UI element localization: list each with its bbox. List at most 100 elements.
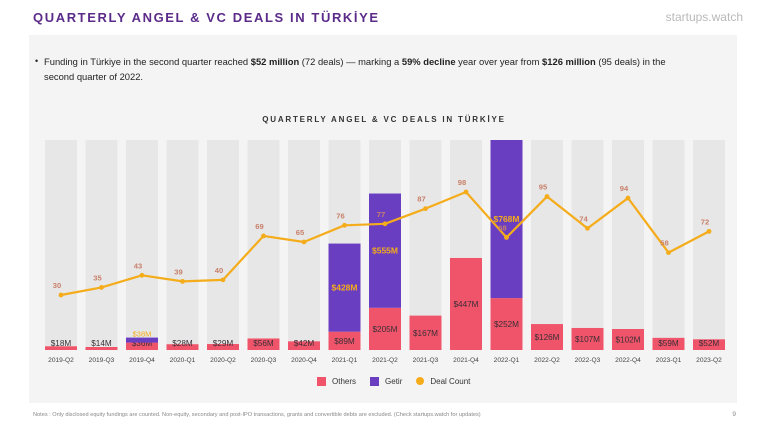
deal-count-label: 30: [53, 281, 61, 290]
deal-count-label: 39: [174, 267, 182, 276]
deal-count-point: [625, 195, 631, 201]
bar-getir: [328, 243, 361, 332]
deal-count-point: [382, 221, 388, 227]
deal-count-label: 69: [255, 222, 263, 231]
legend-dot-deal-count: [416, 377, 425, 385]
x-tick-label: 2019-Q2: [48, 357, 74, 364]
deal-count-point: [301, 239, 307, 245]
deal-count-point: [58, 292, 64, 298]
x-tick-label: 2021-Q4: [453, 357, 479, 364]
legend-item-others: Others: [317, 376, 356, 386]
chart-legend: Others Getir Deal Count: [317, 375, 484, 387]
bar-label-others: $447M: [453, 300, 478, 309]
bar-others: [652, 337, 685, 350]
bar-getir: [126, 337, 158, 343]
bar-others: [409, 315, 442, 350]
deal-count-label: 98: [458, 178, 466, 187]
legend-item-getir: Getir: [370, 376, 403, 386]
bar-label-others: $252M: [494, 320, 519, 329]
bar-others: [369, 307, 401, 350]
bar-label-others: $107M: [575, 335, 600, 344]
x-tick-label: 2022-Q4: [615, 357, 641, 364]
summary-part-1: Funding in Türkiye in the second quarter…: [44, 56, 251, 67]
deal-count-label: 68: [498, 223, 506, 232]
legend-item-deal-count: Deal Count: [416, 377, 470, 386]
x-tick-label: 2023-Q2: [696, 357, 722, 364]
page-title: QUARTERLY ANGEL & VC DEALS IN TÜRKİYE: [33, 10, 380, 25]
bar-others: [207, 344, 239, 350]
x-tick-label: 2020-Q1: [170, 357, 196, 364]
deal-count-point: [423, 206, 428, 212]
bar-background: [531, 140, 563, 350]
deal-count-point: [544, 194, 550, 199]
legend-label-deal-count: Deal Count: [430, 376, 471, 386]
deal-count-label: 72: [701, 217, 709, 226]
deal-count-label: 58: [660, 239, 668, 248]
legend-label-getir: Getir: [385, 376, 403, 386]
deal-count-point: [139, 272, 145, 278]
bar-extra-label: $38M: [133, 330, 152, 339]
bar-label-getir: $768M: [494, 214, 520, 224]
deal-count-point: [666, 250, 671, 255]
bar-others: [247, 338, 280, 350]
summary-part-2: (72 deals) — marking a: [299, 56, 402, 67]
summary-part-4: (95 deals) in the second quarter of 2022…: [44, 56, 666, 82]
bar-others: [166, 344, 199, 350]
x-tick-label: 2020-Q4: [291, 357, 317, 364]
bar-others: [126, 342, 158, 350]
deal-count-label: 76: [336, 211, 344, 220]
bar-label-others: $14M: [91, 339, 112, 348]
deal-count-point: [220, 277, 226, 283]
deal-count-label: 74: [579, 214, 588, 223]
bar-label-others: $102M: [615, 336, 640, 345]
bar-getir: [490, 140, 523, 299]
x-tick-label: 2023-Q1: [656, 357, 682, 364]
bar-label-others: $18M: [51, 339, 72, 348]
bar-background: [85, 140, 118, 350]
deal-count-label: 95: [539, 183, 548, 192]
bar-others: [328, 331, 361, 350]
summary-text: • Funding in Türkiye in the second quart…: [35, 54, 674, 84]
bar-background: [409, 140, 442, 350]
x-tick-label: 2022-Q1: [494, 357, 520, 364]
deal-count-point: [463, 189, 469, 195]
bar-background: [693, 140, 725, 350]
x-tick-label: 2022-Q2: [534, 357, 560, 364]
summary-part-3: year over year from: [455, 56, 543, 67]
bar-label-others: $126M: [534, 333, 559, 342]
deal-count-point: [706, 228, 712, 234]
bar-background: [207, 140, 239, 350]
bar-others: [288, 341, 320, 350]
bar-label-others: $59M: [658, 339, 679, 348]
bar-others: [85, 347, 118, 350]
deal-count-label: 77: [377, 210, 385, 219]
x-tick-label: 2020-Q3: [251, 357, 277, 364]
bar-others: [490, 298, 523, 350]
x-tick-label: 2021-Q3: [413, 357, 439, 364]
summary-bold-prior: $126 million: [542, 56, 596, 67]
bar-background: [247, 140, 280, 350]
bar-label-getir: $555M: [372, 246, 398, 256]
deal-count-label: 40: [215, 266, 223, 275]
deal-count-point: [585, 225, 590, 231]
bar-background: [166, 140, 199, 350]
bar-label-others: $52M: [699, 339, 720, 348]
bar-getir: [369, 193, 401, 308]
chart-title: QUARTERLY ANGEL & VC DEALS IN TÜRKİYE: [262, 115, 506, 124]
bar-background: [45, 140, 77, 350]
deal-count-point: [99, 285, 104, 290]
bar-label-others: $205M: [372, 325, 397, 334]
deal-count-label: 65: [296, 228, 305, 237]
x-tick-label: 2020-Q2: [210, 357, 236, 364]
bar-others: [450, 257, 482, 350]
bar-label-getir: $428M: [332, 283, 358, 293]
bar-label-others: $29M: [213, 339, 234, 348]
deal-count-point: [504, 235, 509, 240]
deal-count-label: 94: [620, 184, 629, 193]
bar-others: [531, 324, 563, 350]
bar-background: [126, 140, 158, 350]
bullet-icon: •: [35, 56, 39, 66]
x-tick-label: 2022-Q3: [575, 357, 601, 364]
deal-count-label: 43: [134, 261, 142, 270]
